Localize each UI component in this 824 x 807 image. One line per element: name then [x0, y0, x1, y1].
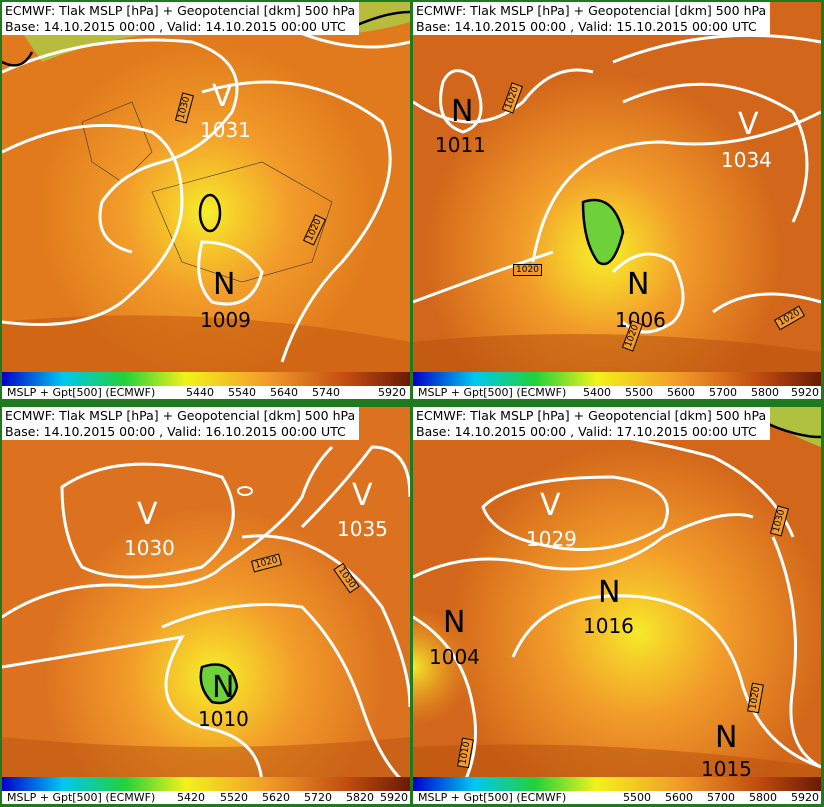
high-pressure-symbol: V	[212, 79, 233, 114]
high-pressure-value: 1034	[721, 148, 772, 172]
map-base-valid: Base: 14.10.2015 00:00 , Valid: 15.10.20…	[416, 19, 757, 34]
map-base-valid: Base: 14.10.2015 00:00 , Valid: 17.10.20…	[416, 424, 757, 439]
map-header: ECMWF: Tlak MSLP [hPa] + Geopotencial [d…	[413, 407, 771, 440]
low-pressure-symbol: N	[598, 575, 621, 610]
high-pressure-symbol: V	[738, 107, 759, 142]
map-base-valid: Base: 14.10.2015 00:00 , Valid: 16.10.20…	[5, 424, 346, 439]
colorbar: MSLP + Gpt[500] (ECMWF) 5400 5500 5600 5…	[413, 372, 821, 399]
high-pressure-value: 1030	[124, 536, 175, 560]
low-pressure-symbol: N	[627, 267, 650, 302]
colorbar-tick: 5700	[707, 791, 735, 804]
colorbar-tick: 5620	[262, 791, 290, 804]
weather-map	[2, 2, 410, 399]
colorbar-tick: 5820	[346, 791, 374, 804]
map-header: ECMWF: Tlak MSLP [hPa] + Geopotencial [d…	[413, 2, 771, 35]
map-base-valid: Base: 14.10.2015 00:00 , Valid: 14.10.20…	[5, 19, 346, 34]
low-pressure-value: 1006	[615, 308, 666, 332]
colorbar-tick: 5440	[186, 386, 214, 399]
low-pressure-symbol: N	[715, 720, 738, 755]
colorbar-tick: 5740	[312, 386, 340, 399]
colorbar-label: MSLP + Gpt[500] (ECMWF)	[415, 386, 570, 399]
low-pressure-value: 1011	[435, 133, 486, 157]
colorbar-tick: 5600	[665, 791, 693, 804]
low-pressure-value: 1010	[198, 707, 249, 731]
low-pressure-symbol: N	[213, 267, 236, 302]
colorbar-tick: 5640	[270, 386, 298, 399]
map-title: ECMWF: Tlak MSLP [hPa] + Geopotencial [d…	[416, 3, 767, 18]
colorbar-tick: 5400	[583, 386, 611, 399]
colorbar-tick: 5700	[709, 386, 737, 399]
weather-map	[413, 407, 821, 804]
low-pressure-symbol: N	[443, 605, 466, 640]
map-title: ECMWF: Tlak MSLP [hPa] + Geopotencial [d…	[5, 408, 356, 423]
colorbar-tick: 5920	[380, 791, 408, 804]
weather-map	[413, 2, 821, 399]
colorbar-tick: 5520	[220, 791, 248, 804]
weather-map	[2, 407, 410, 804]
colorbar: MSLP + Gpt[500] (ECMWF) 5500 5600 5700 5…	[413, 777, 821, 804]
colorbar-tick: 5420	[177, 791, 205, 804]
colorbar-tick: 5500	[625, 386, 653, 399]
colorbar-label: MSLP + Gpt[500] (ECMWF)	[4, 386, 159, 399]
colorbar: MSLP + Gpt[500] (ECMWF) 5420 5520 5620 5…	[2, 777, 410, 804]
isobar-label: 1020	[513, 264, 542, 276]
colorbar-tick: 5540	[228, 386, 256, 399]
colorbar-tick: 5920	[791, 386, 819, 399]
map-header: ECMWF: Tlak MSLP [hPa] + Geopotencial [d…	[2, 407, 360, 440]
high-pressure-value: 1031	[200, 118, 251, 142]
map-panel-valid-14-10: V 1031 N 1009 1030 1020 ECMWF: Tlak MSLP…	[2, 2, 410, 399]
map-header: ECMWF: Tlak MSLP [hPa] + Geopotencial [d…	[2, 2, 360, 35]
colorbar: MSLP + Gpt[500] (ECMWF) 5440 5540 5640 5…	[2, 372, 410, 399]
high-pressure-symbol: V	[540, 488, 561, 523]
high-pressure-value: 1035	[337, 517, 388, 541]
colorbar-tick: 5720	[304, 791, 332, 804]
low-pressure-symbol: N	[451, 94, 474, 129]
map-title: ECMWF: Tlak MSLP [hPa] + Geopotencial [d…	[416, 408, 767, 423]
map-title: ECMWF: Tlak MSLP [hPa] + Geopotencial [d…	[5, 3, 356, 18]
colorbar-tick: 5920	[378, 386, 406, 399]
colorbar-tick: 5920	[791, 791, 819, 804]
colorbar-label: MSLP + Gpt[500] (ECMWF)	[415, 791, 570, 804]
map-panel-valid-17-10: V 1029 N 1016 N 1004 N 1015 1030 1020 10…	[413, 407, 821, 804]
map-panel-valid-16-10: V 1030 V 1035 N 1010 1020 1030 ECMWF: Tl…	[2, 407, 410, 804]
map-panel-valid-15-10: N 1011 V 1034 N 1006 1020 1020 1020 1020…	[413, 2, 821, 399]
high-pressure-symbol: V	[352, 478, 373, 513]
low-pressure-symbol: N	[212, 670, 235, 705]
colorbar-label: MSLP + Gpt[500] (ECMWF)	[4, 791, 159, 804]
colorbar-tick: 5600	[667, 386, 695, 399]
low-pressure-value: 1004	[429, 645, 480, 669]
low-pressure-value: 1015	[701, 757, 752, 781]
high-pressure-value: 1029	[526, 527, 577, 551]
colorbar-tick: 5800	[751, 386, 779, 399]
colorbar-tick: 5500	[623, 791, 651, 804]
high-pressure-symbol: V	[137, 497, 158, 532]
low-pressure-value: 1016	[583, 614, 634, 638]
low-pressure-value: 1009	[200, 308, 251, 332]
colorbar-tick: 5800	[749, 791, 777, 804]
